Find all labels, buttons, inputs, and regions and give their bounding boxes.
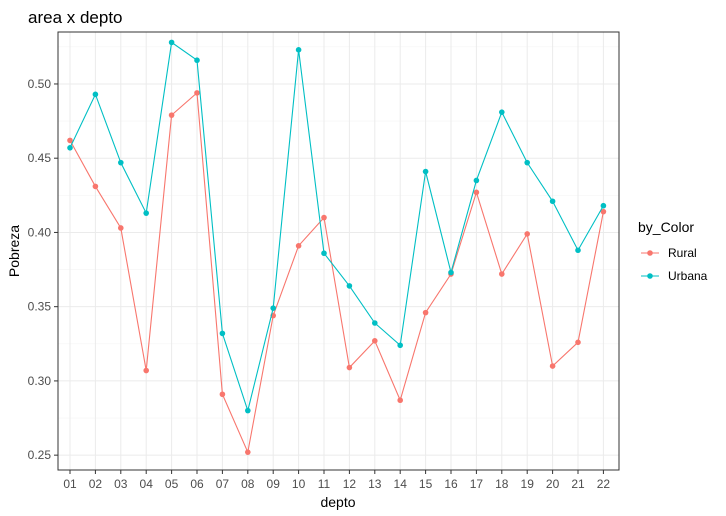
x-tick-label: 17 <box>470 477 484 491</box>
data-point-urbana <box>321 250 327 257</box>
data-point-rural <box>346 364 353 371</box>
series-layer <box>67 39 607 455</box>
data-point-urbana <box>143 210 149 216</box>
data-point-urbana <box>524 159 530 166</box>
x-tick-label: 07 <box>216 477 230 491</box>
data-point-rural <box>600 208 607 215</box>
data-point-rural <box>295 243 302 249</box>
x-tick-label: 12 <box>343 477 357 491</box>
grid <box>58 32 619 470</box>
legend-title: by_Color <box>638 219 694 235</box>
series-urbana <box>67 39 607 414</box>
data-point-urbana <box>448 269 454 276</box>
x-tick-label: 19 <box>521 477 535 491</box>
data-point-urbana <box>92 91 99 98</box>
x-tick-label: 22 <box>597 477 611 491</box>
x-axis-title: depto <box>320 494 355 510</box>
data-point-rural <box>321 214 327 221</box>
legend-item-urbana: Urbana <box>641 269 708 283</box>
data-point-urbana <box>600 202 607 209</box>
x-tick-label: 06 <box>190 477 204 491</box>
x-tick-label: 13 <box>368 477 382 491</box>
x-tick-label: 21 <box>571 477 585 491</box>
legend-key-point <box>647 250 653 256</box>
data-point-urbana <box>295 47 302 53</box>
x-tick-label: 10 <box>292 477 306 491</box>
data-point-urbana <box>346 283 353 289</box>
data-point-rural <box>92 183 99 190</box>
data-point-urbana <box>118 159 124 166</box>
data-point-rural <box>168 112 175 118</box>
data-point-rural <box>118 225 124 231</box>
series-rural <box>67 90 607 455</box>
data-point-urbana <box>245 407 251 414</box>
y-tick-label: 0.40 <box>28 225 52 239</box>
legend-key-point <box>647 273 653 279</box>
data-point-urbana <box>372 320 378 326</box>
data-point-rural <box>245 449 251 455</box>
data-point-rural <box>499 271 505 277</box>
x-tick-label: 08 <box>241 477 255 491</box>
x-tick-label: 05 <box>165 477 179 491</box>
data-point-urbana <box>499 109 505 115</box>
data-point-rural <box>473 189 480 196</box>
x-tick-label: 16 <box>444 477 458 491</box>
x-tick-label: 02 <box>89 477 103 491</box>
x-axis: 01 02 03 04 05 06 07 08 09 10 11 12 13 14 15 16 17 18 19 20… <box>63 470 610 491</box>
data-point-urbana <box>168 39 175 46</box>
y-tick-label: 0.50 <box>28 77 52 91</box>
legend-item-rural: Rural <box>641 246 697 260</box>
x-tick-label: 01 <box>63 477 77 491</box>
data-point-urbana <box>219 330 226 337</box>
data-point-urbana <box>270 305 277 311</box>
x-tick-label: 20 <box>546 477 560 491</box>
data-point-rural <box>219 391 226 398</box>
data-point-rural <box>524 231 530 237</box>
x-tick-label: 09 <box>267 477 281 491</box>
data-point-urbana <box>473 177 480 184</box>
x-tick-label: 18 <box>495 477 509 491</box>
data-point-rural <box>397 397 404 404</box>
y-tick-label: 0.45 <box>28 151 52 165</box>
panel-border <box>57 31 620 471</box>
y-tick-label: 0.35 <box>28 300 52 314</box>
y-axis-title: Pobreza <box>6 225 22 277</box>
data-point-urbana <box>397 342 404 349</box>
data-point-rural <box>549 363 556 369</box>
data-point-rural <box>422 309 429 316</box>
data-point-rural <box>143 367 149 374</box>
legend-label: Rural <box>668 246 697 260</box>
x-tick-label: 11 <box>318 477 331 491</box>
data-point-urbana <box>575 247 581 254</box>
data-point-urbana <box>549 198 556 205</box>
y-tick-label: 0.25 <box>28 448 52 462</box>
data-point-rural <box>194 90 200 96</box>
data-point-urbana <box>67 145 73 151</box>
legend-label: Urbana <box>668 269 708 283</box>
data-point-rural <box>575 339 581 346</box>
data-point-urbana <box>194 57 200 64</box>
y-tick-label: 0.30 <box>28 374 52 388</box>
data-point-urbana <box>422 168 429 175</box>
x-tick-label: 15 <box>419 477 433 491</box>
chart-title: area x depto <box>28 8 123 27</box>
series-line-rural <box>69 91 604 455</box>
y-axis: 0.25 0.30 0.35 0.40 0.45 0.50 <box>28 77 58 462</box>
x-tick-label: 14 <box>394 477 408 491</box>
legend: by_Color Rural Urbana <box>638 219 708 283</box>
series-line-urbana <box>69 41 604 413</box>
x-tick-label: 04 <box>140 477 154 491</box>
data-point-rural <box>372 338 378 344</box>
x-tick-label: 03 <box>114 477 128 491</box>
data-point-rural <box>67 137 73 144</box>
